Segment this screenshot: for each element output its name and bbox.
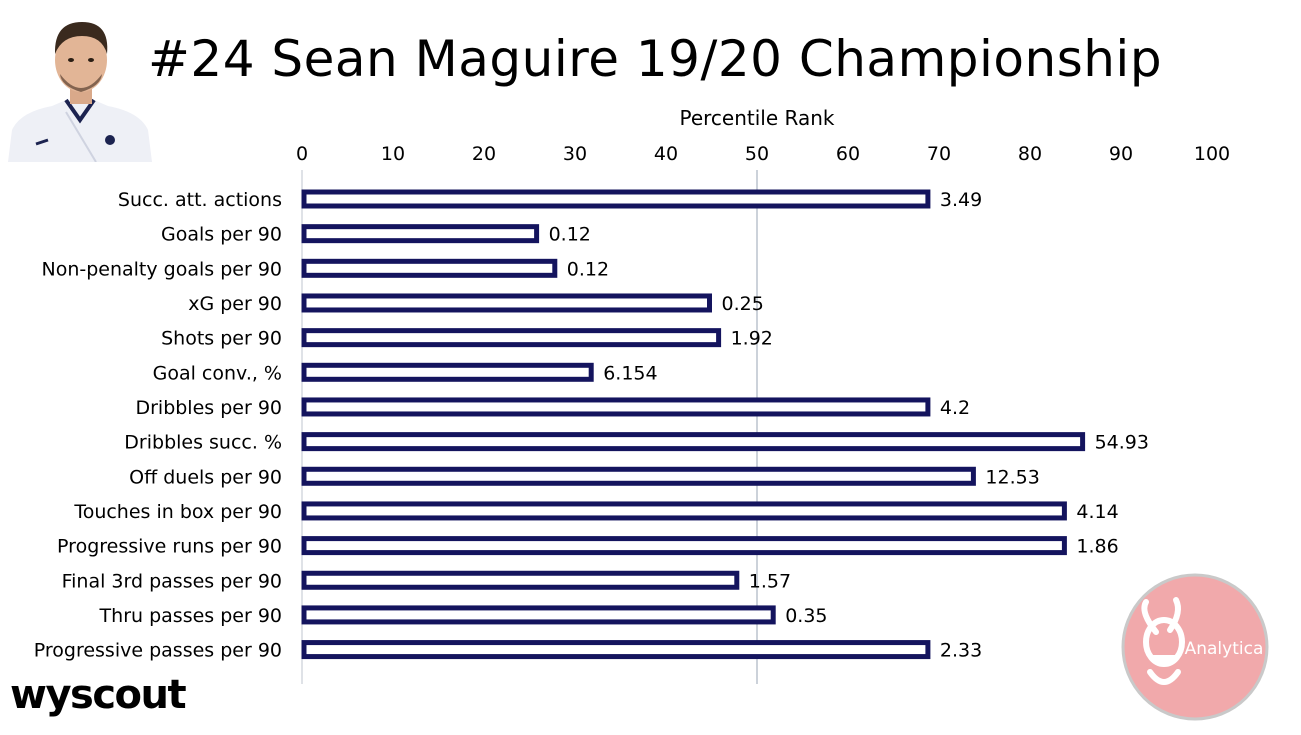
bee-icon xyxy=(1141,597,1185,685)
player-photo xyxy=(8,22,152,162)
bar xyxy=(301,293,712,313)
x-tick-label: 90 xyxy=(1109,143,1133,165)
category-label: Progressive passes per 90 xyxy=(34,640,282,662)
category-label: Touches in box per 90 xyxy=(73,501,282,523)
bar xyxy=(301,570,740,590)
data-label: 4.14 xyxy=(1076,501,1118,523)
data-label: 6.154 xyxy=(603,362,657,384)
bar xyxy=(301,501,1067,521)
bar xyxy=(301,605,776,625)
category-label: Goals per 90 xyxy=(161,224,282,246)
x-tick-label: 80 xyxy=(1018,143,1042,165)
x-tick-label: 20 xyxy=(472,143,496,165)
category-label: Off duels per 90 xyxy=(129,466,282,488)
bar xyxy=(301,640,931,660)
bar xyxy=(301,189,931,209)
data-label: 3.49 xyxy=(940,189,982,211)
data-label: 1.92 xyxy=(731,328,773,350)
category-label: Non-penalty goals per 90 xyxy=(41,258,282,280)
data-label: 1.86 xyxy=(1076,536,1118,558)
x-tick-label: 60 xyxy=(836,143,860,165)
data-label: 0.12 xyxy=(567,258,609,280)
bar xyxy=(301,466,976,486)
x-tick-label: 40 xyxy=(654,143,678,165)
bar xyxy=(301,536,1067,556)
bar xyxy=(301,432,1086,452)
bar xyxy=(301,224,540,244)
data-label: 54.93 xyxy=(1095,432,1149,454)
category-label: Progressive runs per 90 xyxy=(57,536,282,558)
x-axis-label: Percentile Rank xyxy=(679,106,835,130)
bar xyxy=(301,258,558,278)
x-tick-label: 100 xyxy=(1194,143,1230,165)
category-label: Shots per 90 xyxy=(161,328,282,350)
data-label: 4.2 xyxy=(940,397,970,419)
data-label: 2.33 xyxy=(940,640,982,662)
bar xyxy=(301,362,594,382)
data-label: 12.53 xyxy=(985,466,1039,488)
x-tick-label: 0 xyxy=(296,143,308,165)
category-label: Dribbles succ. % xyxy=(124,432,282,454)
data-label: 0.25 xyxy=(722,293,764,315)
data-label: 1.57 xyxy=(749,570,791,592)
x-tick-label: 10 xyxy=(381,143,405,165)
category-label: Succ. att. actions xyxy=(118,189,282,211)
x-tick-label: 30 xyxy=(563,143,587,165)
bar xyxy=(301,397,931,417)
category-label: Final 3rd passes per 90 xyxy=(62,570,282,592)
x-tick-label: 70 xyxy=(927,143,951,165)
x-tick-label: 50 xyxy=(745,143,769,165)
wyscout-logo: wyscout xyxy=(10,672,187,718)
category-label: Goal conv., % xyxy=(153,362,282,384)
category-label: xG per 90 xyxy=(188,293,282,315)
data-label: 0.12 xyxy=(549,224,591,246)
category-label: Thru passes per 90 xyxy=(99,605,282,627)
chart-title: #24 Sean Maguire 19/20 Championship xyxy=(148,30,1163,88)
analytica-bee-badge: Analytica xyxy=(1121,573,1269,721)
category-label: Dribbles per 90 xyxy=(135,397,282,419)
badge-label: Analytica xyxy=(1185,639,1264,659)
bar xyxy=(301,328,722,348)
data-label: 0.35 xyxy=(785,605,827,627)
